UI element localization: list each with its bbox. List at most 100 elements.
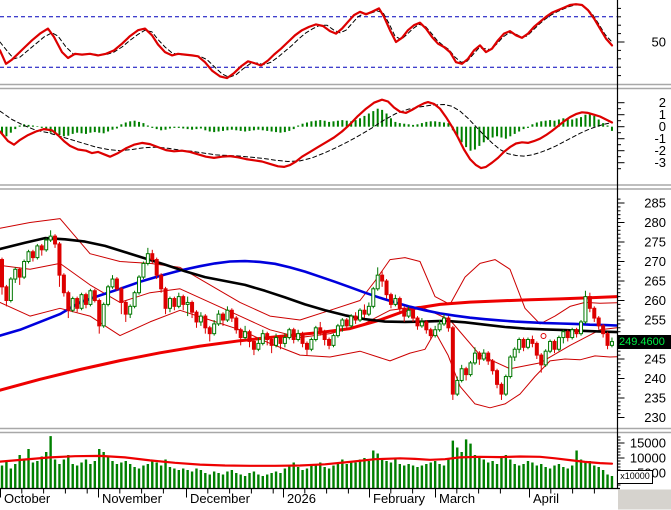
candle-down — [221, 313, 225, 321]
candle-up — [282, 337, 287, 344]
candle-up — [543, 350, 548, 366]
candle-up — [548, 340, 553, 352]
candle-down — [596, 317, 601, 327]
candle-up — [609, 341, 614, 346]
candle-up — [44, 239, 49, 251]
candle-down — [495, 370, 500, 385]
candle-down — [207, 327, 212, 335]
candle-up — [216, 313, 221, 325]
candle-down — [251, 340, 256, 350]
candle-up — [349, 315, 354, 327]
candle-down — [601, 325, 606, 335]
candle-down — [397, 298, 402, 309]
y-tick-label: 0 — [659, 119, 666, 134]
candle-up — [22, 261, 27, 278]
x-axis-month-label: 2026 — [287, 491, 316, 506]
y-tick-label: 255 — [644, 313, 666, 328]
candle-down — [402, 307, 407, 317]
y-tick-label: 245 — [644, 352, 666, 367]
x-axis-month-label: February — [373, 491, 426, 506]
candle-down — [318, 327, 323, 333]
volume-unit-label: x10000 — [617, 470, 653, 484]
y-tick-label: 240 — [644, 371, 666, 386]
candle-down — [539, 354, 544, 366]
candle-down — [269, 339, 274, 346]
y-tick-label: 285 — [644, 196, 666, 211]
candle-down — [344, 319, 349, 327]
candle-up — [371, 288, 376, 307]
candle-up — [274, 337, 279, 346]
candle-up — [570, 329, 575, 339]
candle-down — [163, 288, 168, 309]
candle-down — [66, 292, 71, 311]
bollinger-lower — [0, 301, 618, 409]
candle-up — [137, 276, 142, 294]
y-tick-label: 270 — [644, 254, 666, 269]
candle-down — [194, 311, 199, 323]
candle-down — [362, 309, 367, 315]
macd-panel[interactable] — [0, 98, 614, 170]
candle-down — [384, 280, 389, 296]
price-panel[interactable] — [0, 218, 619, 409]
candle-up — [335, 325, 340, 337]
candle-up — [468, 362, 473, 376]
candle-down — [154, 259, 159, 276]
macd-line — [0, 98, 614, 170]
candle-down — [150, 253, 155, 261]
candle-up — [309, 339, 314, 350]
candle-up — [13, 268, 18, 280]
candle-down — [592, 307, 597, 319]
x-axis-month-label: October — [4, 491, 51, 506]
ma-long-blue — [0, 259, 619, 337]
candle-down — [159, 274, 164, 290]
candle-up — [472, 352, 477, 364]
candle-down — [57, 243, 62, 276]
candle-up — [128, 305, 133, 315]
candle-up — [296, 333, 301, 340]
candle-down — [203, 315, 208, 329]
stochastic-panel[interactable] — [0, 3, 617, 80]
candle-down — [181, 296, 186, 305]
candle-down — [123, 301, 128, 315]
bollinger-middle — [0, 262, 618, 370]
candle-up — [79, 294, 84, 309]
y-tick-label: 10000 — [630, 451, 666, 466]
panel-divider — [0, 84, 671, 89]
candle-down — [75, 298, 80, 309]
x-axis-month-label: November — [102, 491, 163, 506]
candle-down — [322, 331, 327, 341]
candle-down — [278, 337, 283, 344]
candle-down — [291, 329, 296, 340]
candle-down — [552, 340, 557, 350]
candle-up — [512, 348, 517, 358]
candle-down — [534, 342, 539, 356]
candle-up — [503, 376, 508, 395]
candle-down — [415, 317, 420, 327]
candle-down — [92, 290, 97, 301]
candle-up — [101, 303, 106, 327]
candle-down — [587, 296, 592, 309]
volume-ma-line — [0, 454, 614, 467]
candle-up — [145, 253, 150, 264]
candle-down — [499, 383, 504, 395]
candle-down — [353, 315, 358, 321]
candle-down — [4, 286, 9, 302]
y-tick-label: -1 — [654, 131, 666, 146]
candle-up — [419, 321, 424, 327]
candle-down — [464, 368, 469, 376]
candle-up — [8, 278, 13, 301]
x-axis-month-label: April — [533, 491, 559, 506]
candle-up — [433, 329, 438, 337]
candle-up — [331, 335, 336, 346]
y-tick-label: -2 — [654, 143, 666, 158]
panel-divider — [0, 428, 671, 433]
candle-up — [167, 298, 172, 309]
candle-up — [561, 331, 566, 339]
candle-up — [35, 245, 40, 259]
candle-down — [428, 329, 433, 337]
volume-panel[interactable] — [0, 436, 614, 488]
x-axis-month-label: December — [190, 491, 251, 506]
candle-up — [110, 278, 115, 288]
